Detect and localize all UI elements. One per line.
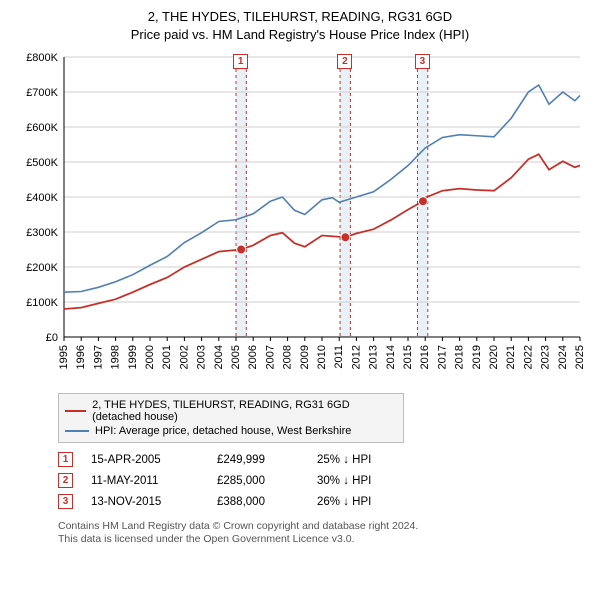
legend-swatch (65, 430, 89, 432)
sale-delta: 26% ↓ HPI (317, 496, 371, 508)
svg-text:2001: 2001 (161, 345, 173, 369)
svg-text:£600K: £600K (26, 122, 58, 134)
sales-table: 1 15-APR-2005 £249,999 25% ↓ HPI 2 11-MA… (58, 449, 538, 512)
svg-text:£0: £0 (46, 332, 58, 344)
svg-text:2006: 2006 (247, 345, 259, 369)
svg-text:2019: 2019 (471, 345, 483, 369)
legend: 2, THE HYDES, TILEHURST, READING, RG31 6… (58, 393, 404, 443)
svg-text:2018: 2018 (454, 345, 466, 369)
svg-text:2017: 2017 (436, 345, 448, 369)
legend-label: HPI: Average price, detached house, West… (95, 425, 351, 437)
legend-swatch (65, 410, 86, 412)
svg-text:2013: 2013 (368, 345, 380, 369)
svg-text:2004: 2004 (213, 345, 225, 369)
legend-item: HPI: Average price, detached house, West… (65, 424, 397, 438)
sale-delta: 25% ↓ HPI (317, 454, 371, 466)
footer-line: This data is licensed under the Open Gov… (58, 533, 586, 546)
svg-text:2016: 2016 (419, 345, 431, 369)
svg-text:2022: 2022 (522, 345, 534, 369)
svg-text:2007: 2007 (264, 345, 276, 369)
sale-date: 11-MAY-2011 (91, 475, 199, 487)
svg-text:2014: 2014 (385, 345, 397, 369)
sales-row: 1 15-APR-2005 £249,999 25% ↓ HPI (58, 449, 538, 470)
svg-text:2009: 2009 (299, 345, 311, 369)
footer-line: Contains HM Land Registry data © Crown c… (58, 520, 586, 533)
chart-marker-badge: 1 (233, 54, 248, 69)
svg-text:2005: 2005 (230, 345, 242, 369)
svg-text:£100K: £100K (26, 297, 58, 309)
svg-text:£200K: £200K (26, 262, 58, 274)
svg-text:£400K: £400K (26, 192, 58, 204)
sales-row: 3 13-NOV-2015 £388,000 26% ↓ HPI (58, 491, 538, 512)
svg-text:£700K: £700K (26, 87, 58, 99)
sales-row: 2 11-MAY-2011 £285,000 30% ↓ HPI (58, 470, 538, 491)
svg-text:2024: 2024 (557, 345, 569, 369)
svg-text:2020: 2020 (488, 345, 500, 369)
chart-subtitle: Price paid vs. HM Land Registry's House … (14, 26, 586, 44)
svg-text:£800K: £800K (26, 52, 58, 64)
chart-header: 2, THE HYDES, TILEHURST, READING, RG31 6… (14, 8, 586, 43)
sale-price: £388,000 (217, 496, 299, 508)
legend-item: 2, THE HYDES, TILEHURST, READING, RG31 6… (65, 398, 397, 424)
svg-text:1996: 1996 (75, 345, 87, 369)
svg-text:2025: 2025 (574, 345, 586, 369)
sale-delta: 30% ↓ HPI (317, 475, 371, 487)
svg-text:1999: 1999 (127, 345, 139, 369)
svg-text:2015: 2015 (402, 345, 414, 369)
svg-text:2011: 2011 (333, 345, 345, 369)
svg-text:2008: 2008 (282, 345, 294, 369)
legend-label: 2, THE HYDES, TILEHURST, READING, RG31 6… (92, 399, 397, 423)
svg-text:£300K: £300K (26, 227, 58, 239)
marker-badge: 3 (58, 494, 73, 509)
svg-text:1998: 1998 (110, 345, 122, 369)
line-chart-svg: £0 £100K £200K £300K £400K £500K £600K £700K £80… (14, 51, 586, 387)
svg-text:2010: 2010 (316, 345, 328, 369)
marker-badge: 1 (58, 452, 73, 467)
svg-text:2002: 2002 (178, 345, 190, 369)
sale-date: 15-APR-2005 (91, 454, 199, 466)
sale-price: £249,999 (217, 454, 299, 466)
svg-text:2012: 2012 (350, 345, 362, 369)
sale-date: 13-NOV-2015 (91, 496, 199, 508)
svg-text:2000: 2000 (144, 345, 156, 369)
svg-text:1995: 1995 (58, 345, 70, 369)
svg-text:£500K: £500K (26, 157, 58, 169)
svg-text:1997: 1997 (92, 345, 104, 369)
chart-marker-badge: 3 (415, 54, 430, 69)
footer-attribution: Contains HM Land Registry data © Crown c… (58, 520, 586, 546)
svg-text:2021: 2021 (505, 345, 517, 369)
marker-badge: 2 (58, 473, 73, 488)
chart-title: 2, THE HYDES, TILEHURST, READING, RG31 6… (14, 8, 586, 26)
chart-marker-badge: 2 (337, 54, 352, 69)
svg-text:2023: 2023 (540, 345, 552, 369)
svg-text:2003: 2003 (196, 345, 208, 369)
chart-area: £0 £100K £200K £300K £400K £500K £600K £700K £80… (14, 51, 586, 387)
sale-price: £285,000 (217, 475, 299, 487)
